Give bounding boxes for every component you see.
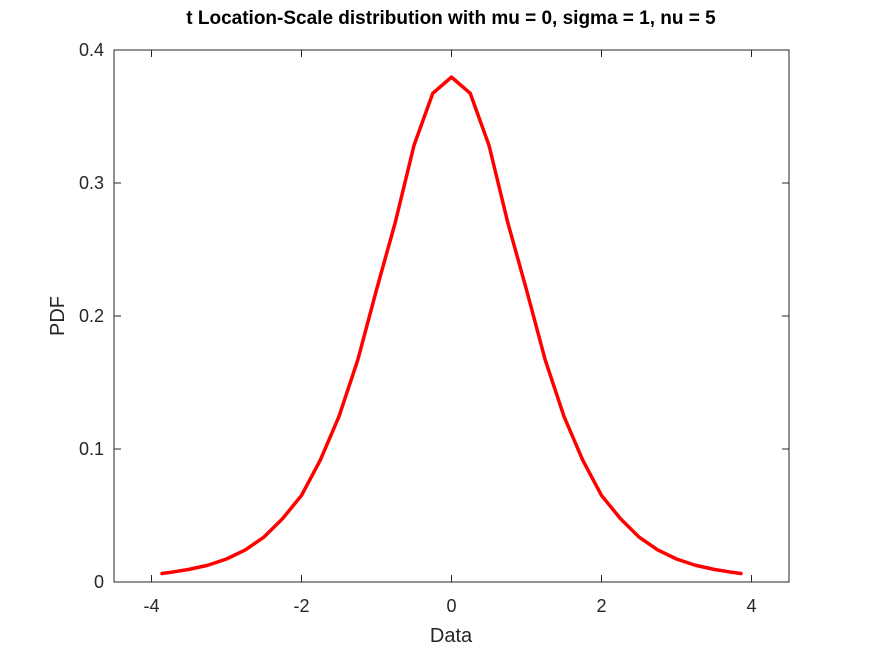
- series-layer: [160, 75, 743, 576]
- y-tick-label: 0.2: [79, 306, 104, 326]
- series-line: [160, 75, 743, 576]
- x-tick-label: -2: [293, 596, 309, 616]
- y-tick-label: 0: [94, 572, 104, 592]
- x-axis-ticks: [151, 50, 752, 582]
- y-tick-label: 0.3: [79, 173, 104, 193]
- y-axis-ticks: [114, 49, 789, 583]
- x-axis-label: Data: [430, 625, 473, 647]
- y-tick-label: 0.1: [79, 439, 104, 459]
- y-axis-label: PDF: [47, 296, 69, 336]
- y-axis-tick-labels: 0 0.1 0.2 0.3 0.4: [79, 40, 104, 592]
- x-tick-label: 0: [446, 596, 456, 616]
- x-tick-label: -4: [143, 596, 159, 616]
- y-tick-label: 0.4: [79, 40, 104, 60]
- plot-area: [113, 49, 790, 583]
- x-axis-tick-labels: -4 -2 0 2 4: [143, 596, 756, 616]
- x-tick-label: 2: [596, 596, 606, 616]
- x-tick-label: 4: [746, 596, 756, 616]
- chart-title: t Location-Scale distribution with mu = …: [186, 8, 716, 29]
